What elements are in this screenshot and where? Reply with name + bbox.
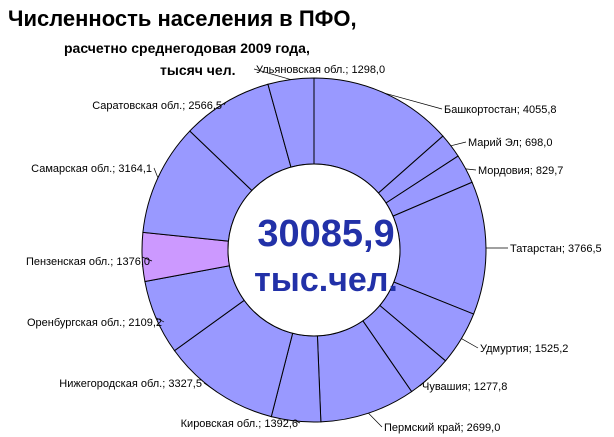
leader-line-башкортостан bbox=[384, 92, 443, 110]
leader-line-чувашия bbox=[419, 377, 430, 387]
slice-label-пензенская-обл: Пензенская обл.; 1376,0 bbox=[26, 256, 150, 268]
leader-line-кировская-обл bbox=[295, 420, 301, 424]
slice-label-татарстан: Татарстан; 3766,5 bbox=[510, 243, 602, 255]
leader-line-марий-эл bbox=[450, 141, 467, 147]
leader-line-мордовия bbox=[465, 168, 477, 171]
leader-line-ульяновская-обл bbox=[253, 68, 291, 80]
leader-line-пензенская-обл bbox=[142, 256, 153, 262]
slice-label-ульяновская-обл: Ульяновская обл.; 1298,0 bbox=[256, 64, 385, 76]
slice-label-кировская-обл: Кировская обл.; 1392,6 bbox=[181, 418, 298, 430]
slice-labels: Башкортостан; 4055,8 Марий Эл; 698,0 Мордо… bbox=[26, 64, 602, 434]
leader-line-нижегородская-обл bbox=[203, 382, 218, 393]
slice-label-саратовская-обл: Саратовская обл.; 2566,5 bbox=[92, 100, 222, 112]
donut-hole bbox=[227, 163, 401, 337]
slice-label-башкортостан: Башкортостан; 4055,8 bbox=[444, 104, 557, 116]
chart-title: Численность населения в ПФО, bbox=[8, 6, 357, 31]
chart-subtitle: расчетно среднегодовая 2009 года, bbox=[64, 40, 310, 56]
donut-slices bbox=[141, 77, 487, 423]
slice-label-удмуртия: Удмуртия; 1525,2 bbox=[480, 343, 568, 355]
slice-label-оренбургская-обл: Оренбургская обл.; 2109,2 bbox=[27, 317, 162, 329]
leader-line-саратовская-обл bbox=[223, 102, 226, 106]
leader-line-пермский-край bbox=[368, 412, 383, 428]
leader-line-удмуртия bbox=[461, 338, 479, 349]
chart-unit-line: тысяч чел. bbox=[160, 62, 236, 78]
slice-label-мордовия: Мордовия; 829,7 bbox=[478, 165, 563, 177]
center-unit-label: тыс.чел. bbox=[254, 261, 398, 299]
slice-label-самарская-обл: Самарская обл.; 3164,1 bbox=[31, 163, 152, 175]
label-leader-lines bbox=[142, 68, 509, 428]
slice-label-чувашия: Чувашия; 1277,8 bbox=[422, 381, 507, 393]
center-total-label: 30085,9 bbox=[257, 213, 394, 255]
slice-label-нижегородская-обл: Нижегородская обл.; 3327,5 bbox=[59, 378, 202, 390]
slice-label-пермский-край: Пермский край; 2699,0 bbox=[384, 422, 500, 434]
slice-label-марий-эл: Марий Эл; 698,0 bbox=[468, 137, 552, 149]
leader-line-самарская-обл bbox=[153, 167, 159, 178]
leader-line-оренбургская-обл bbox=[155, 317, 165, 323]
